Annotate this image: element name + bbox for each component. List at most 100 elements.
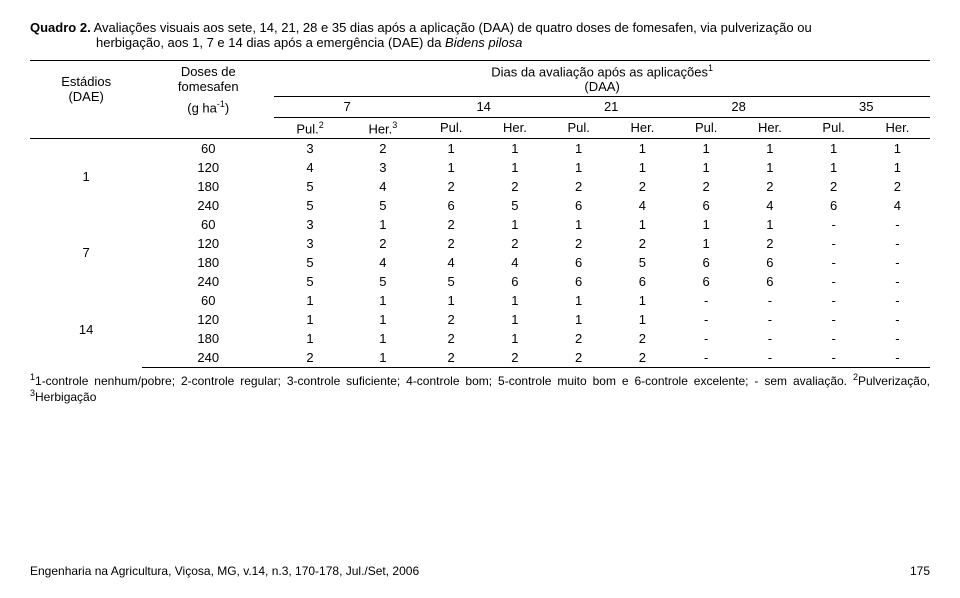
dose-cell: 180 (142, 177, 274, 196)
col-doses-header-top: Doses de fomesafen (142, 61, 274, 97)
caption-label: Quadro 2. (30, 20, 91, 35)
value-cell: - (737, 310, 802, 329)
header-row-3: Pul.2 Her.3 Pul. Her. Pul. Her. Pul. Her… (30, 117, 930, 138)
days-span-title-a: Dias da avaliação após as aplicações (491, 64, 708, 79)
value-cell: 1 (482, 158, 547, 177)
value-cell: 1 (420, 291, 482, 310)
value-cell: - (737, 291, 802, 310)
value-cell: - (737, 348, 802, 368)
value-cell: 6 (547, 196, 609, 215)
value-cell: - (865, 253, 930, 272)
value-cell: 5 (346, 196, 420, 215)
value-cell: 5 (482, 196, 547, 215)
value-cell: 1 (802, 158, 864, 177)
value-cell: 6 (675, 253, 737, 272)
value-cell: 1 (610, 138, 675, 158)
value-cell: - (865, 234, 930, 253)
pul-sup: 2 (319, 120, 324, 130)
value-cell: 2 (610, 234, 675, 253)
dose-cell: 120 (142, 234, 274, 253)
value-cell: 1 (865, 158, 930, 177)
dose-cell: 180 (142, 253, 274, 272)
value-cell: 1 (610, 310, 675, 329)
value-cell: 6 (547, 272, 609, 291)
value-cell: 1 (547, 138, 609, 158)
value-cell: 1 (865, 138, 930, 158)
table-row: 76031211111-- (30, 215, 930, 234)
value-cell: 3 (346, 158, 420, 177)
col-estadios-header: Estádios (DAE) (30, 61, 142, 118)
value-cell: 1 (675, 138, 737, 158)
value-cell: 1 (274, 291, 346, 310)
dose-cell: 60 (142, 291, 274, 310)
blank-cell (30, 117, 142, 138)
value-cell: 6 (737, 253, 802, 272)
stage-cell: 1 (30, 138, 142, 215)
stage-cell: 14 (30, 291, 142, 368)
dose-cell: 180 (142, 329, 274, 348)
value-cell: 4 (346, 177, 420, 196)
value-cell: 1 (737, 138, 802, 158)
day-header-28: 28 (675, 97, 802, 117)
table-row: 240212222---- (30, 348, 930, 368)
value-cell: 1 (802, 138, 864, 158)
value-cell: 5 (274, 177, 346, 196)
value-cell: 1 (482, 138, 547, 158)
value-cell: 2 (420, 215, 482, 234)
value-cell: 4 (610, 196, 675, 215)
value-cell: 2 (482, 234, 547, 253)
value-cell: 2 (547, 234, 609, 253)
table-row: 1460111111---- (30, 291, 930, 310)
pul-label: Pul. (296, 121, 318, 136)
value-cell: 6 (737, 272, 802, 291)
col-doses-unit: (g ha-1) (142, 97, 274, 117)
table-caption: Quadro 2. Avaliações visuais aos sete, 1… (30, 20, 930, 50)
footnote-text3: Herbigação (35, 390, 96, 404)
value-cell: - (675, 329, 737, 348)
value-cell: 1 (346, 310, 420, 329)
value-cell: 1 (274, 310, 346, 329)
value-cell: 1 (547, 310, 609, 329)
value-cell: 1 (274, 329, 346, 348)
value-cell: 2 (737, 177, 802, 196)
table-row: 1805422222222 (30, 177, 930, 196)
value-cell: 1 (482, 329, 547, 348)
journal-reference: Engenharia na Agricultura, Viçosa, MG, v… (30, 564, 419, 578)
value-cell: 2 (610, 177, 675, 196)
value-cell: 6 (675, 196, 737, 215)
subhead-her3: Her.3 (346, 117, 420, 138)
value-cell: 6 (547, 253, 609, 272)
value-cell: 6 (675, 272, 737, 291)
value-cell: 2 (610, 348, 675, 368)
col-doses-line1: Doses de (181, 64, 236, 79)
value-cell: 2 (346, 234, 420, 253)
dose-cell: 240 (142, 272, 274, 291)
value-cell: 2 (610, 329, 675, 348)
value-cell: 2 (420, 310, 482, 329)
value-cell: 2 (547, 177, 609, 196)
value-cell: 1 (482, 291, 547, 310)
table-footnote: 11-controle nenhum/pobre; 2-controle reg… (30, 372, 930, 404)
value-cell: 1 (482, 215, 547, 234)
value-cell: - (865, 329, 930, 348)
value-cell: 2 (346, 138, 420, 158)
value-cell: - (802, 310, 864, 329)
table-row: 120112111---- (30, 310, 930, 329)
footnote-text2: Pulverização, (858, 374, 930, 388)
subhead-pul2: Pul.2 (274, 117, 346, 138)
dose-cell: 240 (142, 348, 274, 368)
value-cell: 2 (547, 348, 609, 368)
caption-text-line2: herbigação, aos 1, 7 e 14 dias após a em… (96, 35, 445, 50)
value-cell: - (865, 310, 930, 329)
value-cell: 2 (737, 234, 802, 253)
value-cell: 2 (482, 177, 547, 196)
value-cell: 4 (346, 253, 420, 272)
value-cell: 1 (610, 291, 675, 310)
value-cell: 1 (675, 215, 737, 234)
subhead-pul: Pul. (547, 117, 609, 138)
days-span-title-b: (DAA) (584, 79, 619, 94)
value-cell: - (802, 215, 864, 234)
header-row-2: (g ha-1) 7 14 21 28 35 (30, 97, 930, 117)
value-cell: 3 (274, 234, 346, 253)
days-span-title-sup: 1 (708, 63, 713, 73)
